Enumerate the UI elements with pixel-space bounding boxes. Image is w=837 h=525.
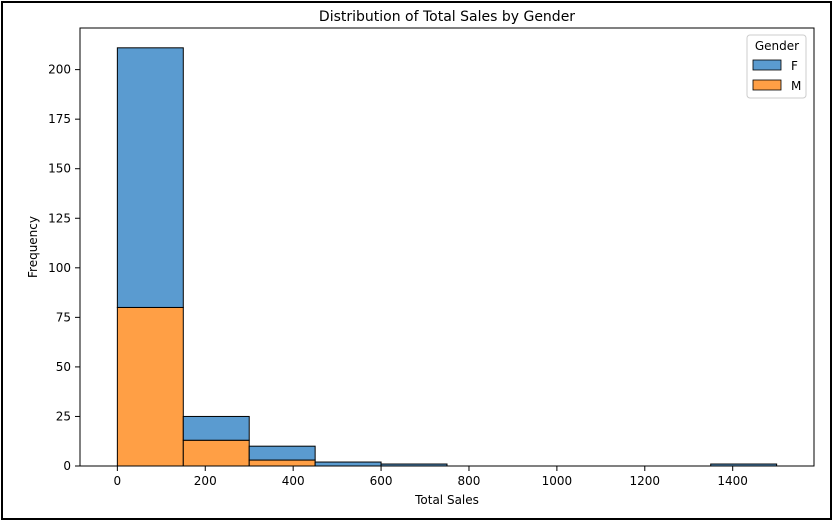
bar-f-bin-0 (116, 47, 184, 308)
x-tick-label: 1000 (542, 474, 573, 488)
legend-label-f: F (791, 59, 798, 73)
bar-f-bin-1 (182, 415, 250, 441)
y-tick-label: 150 (48, 162, 71, 176)
chart-title: Distribution of Total Sales by Gender (319, 9, 575, 25)
bar-m-bin-2 (248, 459, 316, 467)
bar-m-bin-0 (116, 306, 184, 467)
legend-swatch-m (752, 79, 782, 91)
x-tick-label: 800 (458, 474, 481, 488)
y-tick-label: 175 (48, 112, 71, 126)
legend-swatch-f (752, 59, 782, 71)
y-tick-label: 75 (56, 310, 71, 324)
y-tick-label: 0 (63, 459, 71, 473)
y-tick-label: 125 (48, 211, 71, 225)
bars-group (116, 47, 778, 467)
y-tick-label: 50 (56, 360, 71, 374)
bar-f-bin-3 (314, 461, 382, 467)
x-tick-label: 1400 (717, 474, 748, 488)
legend-label-m: M (791, 79, 801, 93)
x-tick-label: 400 (282, 474, 305, 488)
plot-area-border (79, 27, 815, 467)
x-axis-ticks: 0 200 400 600 800 1000 1200 1400 (114, 466, 748, 488)
x-tick-label: 0 (114, 474, 122, 488)
y-axis-label: Frequency (26, 216, 40, 278)
y-tick-label: 100 (48, 261, 71, 275)
bar-f-bin-2 (248, 445, 316, 461)
x-axis-label: Total Sales (414, 493, 479, 507)
bar-m-bin-1 (182, 439, 250, 467)
x-tick-label: 200 (194, 474, 217, 488)
x-tick-label: 1200 (630, 474, 661, 488)
y-axis-ticks: 0 25 50 75 100 125 150 175 200 (48, 63, 80, 473)
y-tick-label: 25 (56, 409, 71, 423)
y-tick-label: 200 (48, 63, 71, 77)
legend: Gender F M (746, 34, 807, 99)
legend-title: Gender (755, 39, 799, 53)
x-tick-label: 600 (370, 474, 393, 488)
